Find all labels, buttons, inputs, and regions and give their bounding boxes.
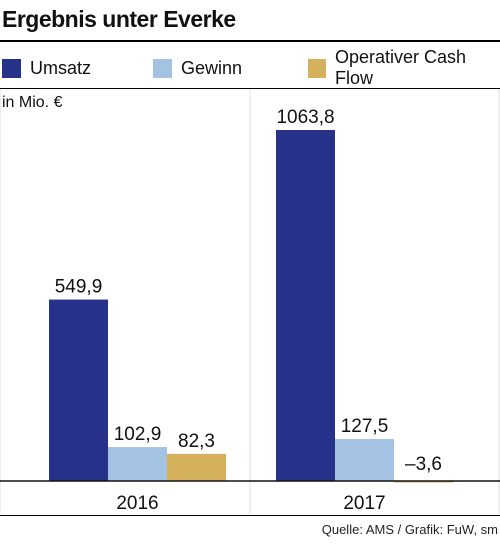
legend-swatch-umsatz — [2, 58, 21, 78]
bar-operativer-cash-flow-2016 — [167, 453, 226, 481]
legend-label-umsatz: Umsatz — [30, 57, 92, 78]
bar-umsatz-2017 — [276, 130, 335, 481]
legend-item-gewinn: Gewinn — [153, 57, 242, 79]
legend-item-cashflow: Operativer Cash Flow — [308, 47, 500, 88]
footer-rule — [0, 515, 500, 516]
chart-title: Ergebnis unter Everke — [2, 6, 236, 32]
legend-item-umsatz: Umsatz — [2, 57, 91, 79]
legend-label-gewinn: Gewinn — [181, 57, 243, 78]
data-label-umsatz-2016: 549,9 — [55, 277, 103, 298]
legend-swatch-gewinn — [153, 58, 172, 78]
source-note: Quelle: AMS / Grafik: FuW, sm — [321, 522, 498, 537]
bar-umsatz-2016 — [49, 299, 108, 481]
legend-label-cashflow: Operativer Cash Flow — [335, 47, 467, 88]
data-label-operativer-cash-flow-2017: –3,6 — [405, 454, 442, 475]
bar-gewinn-2016 — [108, 447, 167, 481]
category-label-2017: 2017 — [343, 493, 385, 514]
legend-rule — [0, 88, 500, 89]
data-label-gewinn-2016: 102,9 — [114, 424, 162, 445]
data-label-operativer-cash-flow-2016: 82,3 — [178, 431, 215, 452]
title-rule — [0, 40, 500, 42]
data-label-gewinn-2017: 127,5 — [341, 416, 389, 437]
data-label-umsatz-2017: 1063,8 — [276, 107, 334, 128]
unit-label: in Mio. € — [2, 94, 63, 111]
bar-gewinn-2017 — [335, 438, 394, 481]
legend-swatch-cashflow — [308, 58, 327, 78]
category-label-2016: 2016 — [116, 493, 158, 514]
